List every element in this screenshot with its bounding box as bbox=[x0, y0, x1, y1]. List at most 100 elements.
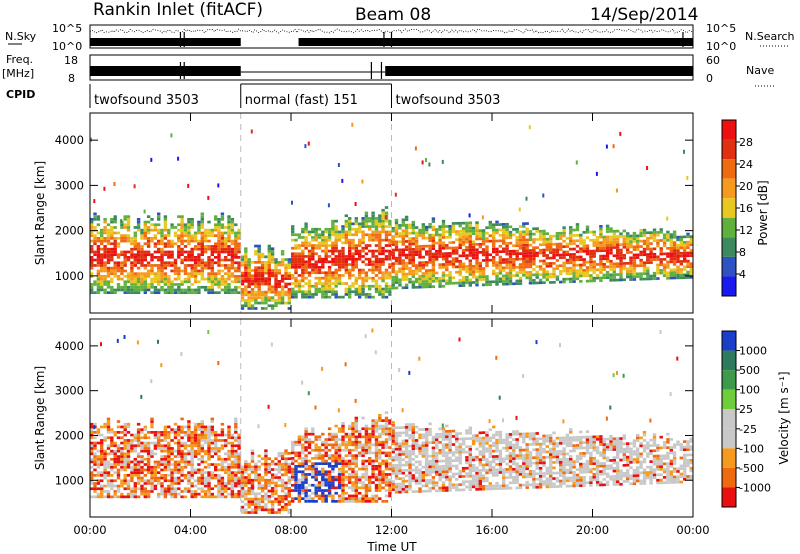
heatmap-cell bbox=[327, 287, 332, 291]
heatmap-cell bbox=[217, 484, 221, 488]
heatmap-cell bbox=[120, 447, 124, 450]
heatmap-cell bbox=[203, 482, 208, 485]
heatmap-cell bbox=[331, 494, 335, 498]
heatmap-cell bbox=[364, 427, 369, 431]
heatmap-cell bbox=[435, 249, 439, 253]
heatmap-cell bbox=[455, 281, 459, 285]
heatmap-cell bbox=[528, 232, 533, 236]
heatmap-cell bbox=[428, 244, 432, 248]
heatmap-cell bbox=[247, 489, 251, 493]
heatmap-cell bbox=[605, 224, 610, 228]
heatmap-cell bbox=[173, 288, 178, 292]
heatmap-cell bbox=[163, 242, 168, 246]
heatmap-cell bbox=[160, 256, 164, 259]
heatmap-cell bbox=[247, 301, 251, 305]
heatmap-cell bbox=[358, 227, 362, 231]
heatmap-cell bbox=[150, 431, 154, 434]
heatmap-cell bbox=[311, 491, 315, 495]
heatmap-cell bbox=[532, 232, 536, 236]
heatmap-cell bbox=[187, 231, 191, 235]
heatmap-cell bbox=[230, 495, 235, 499]
heatmap-cell bbox=[324, 260, 328, 264]
heatmap-cell bbox=[354, 290, 358, 294]
heatmap-cell bbox=[267, 255, 271, 259]
heatmap-cell bbox=[414, 146, 417, 151]
heatmap-cell bbox=[327, 255, 332, 258]
heatmap-cell bbox=[348, 217, 352, 220]
heatmap-cell bbox=[435, 277, 439, 280]
heatmap-cell bbox=[549, 256, 553, 260]
heatmap-cell bbox=[133, 288, 137, 292]
heatmap-cell bbox=[260, 296, 265, 300]
heatmap-cell bbox=[425, 277, 429, 281]
heatmap-cell bbox=[572, 234, 576, 237]
heatmap-cell bbox=[136, 439, 141, 442]
heatmap-cell bbox=[143, 291, 147, 295]
heatmap-cell bbox=[200, 239, 204, 243]
heatmap-cell bbox=[136, 487, 141, 491]
heatmap-cell bbox=[341, 494, 345, 498]
heatmap-cell bbox=[327, 276, 332, 280]
heatmap-cell bbox=[113, 242, 117, 246]
heatmap-cell bbox=[348, 443, 352, 447]
heatmap-cell bbox=[133, 256, 137, 259]
heatmap-cell bbox=[146, 436, 151, 440]
heatmap-cell bbox=[100, 288, 104, 292]
heatmap-cell bbox=[287, 478, 291, 482]
heatmap-cell bbox=[180, 280, 184, 284]
heatmap-cell bbox=[408, 278, 412, 281]
heatmap-cell bbox=[672, 260, 677, 264]
heatmap-cell bbox=[227, 253, 231, 257]
heatmap-cell bbox=[167, 492, 171, 496]
heatmap-cell bbox=[358, 252, 362, 256]
heatmap-cell bbox=[334, 446, 338, 449]
heatmap-cell bbox=[321, 462, 325, 465]
heatmap-cell bbox=[264, 492, 268, 496]
heatmap-cell bbox=[468, 254, 472, 257]
heatmap-cell bbox=[542, 251, 546, 255]
heatmap-cell bbox=[317, 494, 322, 498]
heatmap-cell bbox=[100, 447, 104, 450]
heatmap-cell bbox=[341, 246, 345, 250]
heatmap-cell bbox=[190, 218, 194, 221]
heatmap-cell bbox=[461, 232, 466, 236]
heatmap-cell bbox=[96, 218, 101, 221]
heatmap-cell bbox=[116, 455, 121, 458]
heatmap-cell bbox=[354, 282, 358, 285]
heatmap-cell bbox=[153, 291, 158, 295]
heatmap-cell bbox=[639, 239, 643, 243]
heatmap-cell bbox=[438, 285, 442, 288]
heatmap-cell bbox=[217, 457, 221, 461]
heatmap-cell bbox=[264, 473, 268, 477]
heatmap-cell bbox=[143, 226, 147, 229]
heatmap-cell bbox=[123, 239, 127, 243]
heatmap-cell bbox=[106, 447, 111, 450]
heatmap-cell bbox=[314, 443, 318, 447]
heatmap-cell bbox=[418, 274, 422, 278]
heatmap-cell bbox=[90, 457, 94, 461]
heatmap-cell bbox=[130, 465, 134, 469]
heatmap-cell bbox=[334, 268, 338, 272]
heatmap-cell bbox=[378, 489, 382, 492]
heatmap-cell bbox=[106, 482, 111, 485]
heatmap-cell bbox=[388, 263, 392, 266]
heatmap-cell bbox=[341, 462, 345, 465]
heatmap-cell bbox=[465, 270, 469, 274]
heatmap-cell bbox=[200, 234, 204, 238]
heatmap-cell bbox=[374, 424, 379, 428]
heatmap-cell bbox=[559, 272, 563, 276]
heatmap-cell bbox=[140, 441, 144, 445]
heatmap-cell bbox=[123, 234, 127, 238]
heatmap-cell bbox=[448, 230, 452, 234]
heatmap-cell bbox=[264, 282, 268, 286]
heatmap-cell bbox=[431, 220, 436, 223]
heatmap-cell bbox=[461, 278, 466, 282]
heatmap-cell bbox=[274, 280, 278, 283]
heatmap-cell bbox=[485, 231, 489, 235]
heatmap-cell bbox=[177, 425, 181, 429]
heatmap-cell bbox=[354, 481, 358, 484]
heatmap-cell bbox=[515, 279, 519, 283]
heatmap-cell bbox=[274, 271, 278, 275]
heatmap-cell bbox=[354, 252, 358, 256]
heatmap-cell bbox=[471, 245, 476, 249]
